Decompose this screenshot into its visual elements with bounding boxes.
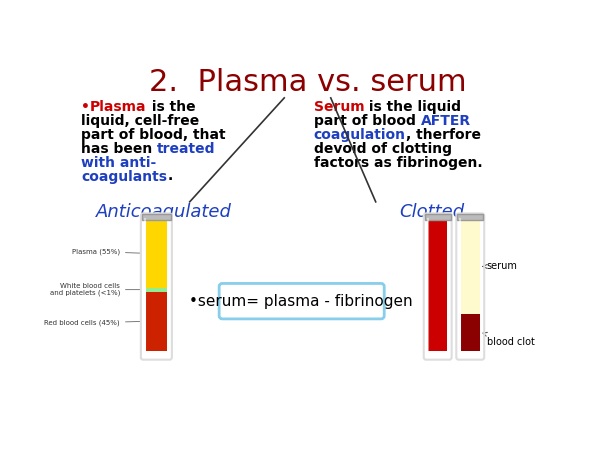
- Text: coagulation: coagulation: [314, 128, 406, 142]
- Bar: [461, 219, 479, 314]
- Text: with anti-: with anti-: [81, 156, 157, 170]
- Bar: [457, 214, 484, 220]
- Text: has been: has been: [81, 142, 157, 156]
- Bar: [146, 219, 167, 288]
- Text: treated: treated: [157, 142, 216, 156]
- Text: part of blood, that: part of blood, that: [81, 128, 226, 142]
- Text: 2.  Plasma vs. serum: 2. Plasma vs. serum: [149, 68, 466, 97]
- Bar: [146, 288, 167, 292]
- Text: AFTER: AFTER: [421, 114, 470, 128]
- Text: Anticoagulated: Anticoagulated: [96, 203, 232, 221]
- Text: coagulants: coagulants: [81, 170, 167, 184]
- Text: Red blood cells (45%): Red blood cells (45%): [44, 320, 140, 326]
- Text: is the: is the: [146, 100, 195, 114]
- Bar: [142, 214, 171, 220]
- Text: blood clot: blood clot: [483, 333, 535, 347]
- Bar: [146, 292, 167, 351]
- Text: Plasma (55%): Plasma (55%): [72, 248, 140, 255]
- Bar: [428, 219, 447, 351]
- Text: White blood cells
and platelets (<1%): White blood cells and platelets (<1%): [50, 283, 140, 297]
- FancyBboxPatch shape: [219, 284, 384, 319]
- Bar: [425, 214, 451, 220]
- Text: liquid, cell-free: liquid, cell-free: [81, 114, 199, 128]
- Text: is the liquid: is the liquid: [364, 100, 461, 114]
- Text: Plasma: Plasma: [90, 100, 146, 114]
- Text: Clotted: Clotted: [399, 203, 464, 221]
- Text: •: •: [81, 100, 90, 114]
- Text: factors as fibrinogen.: factors as fibrinogen.: [314, 156, 482, 170]
- Text: , therfore: , therfore: [406, 128, 481, 142]
- Text: serum: serum: [483, 261, 517, 271]
- Text: .: .: [167, 170, 172, 184]
- Text: •serum= plasma - fibrinogen: •serum= plasma - fibrinogen: [190, 294, 413, 309]
- Text: devoid of clotting: devoid of clotting: [314, 142, 452, 156]
- Bar: [461, 314, 479, 351]
- Text: Serum: Serum: [314, 100, 364, 114]
- Text: part of blood: part of blood: [314, 114, 421, 128]
